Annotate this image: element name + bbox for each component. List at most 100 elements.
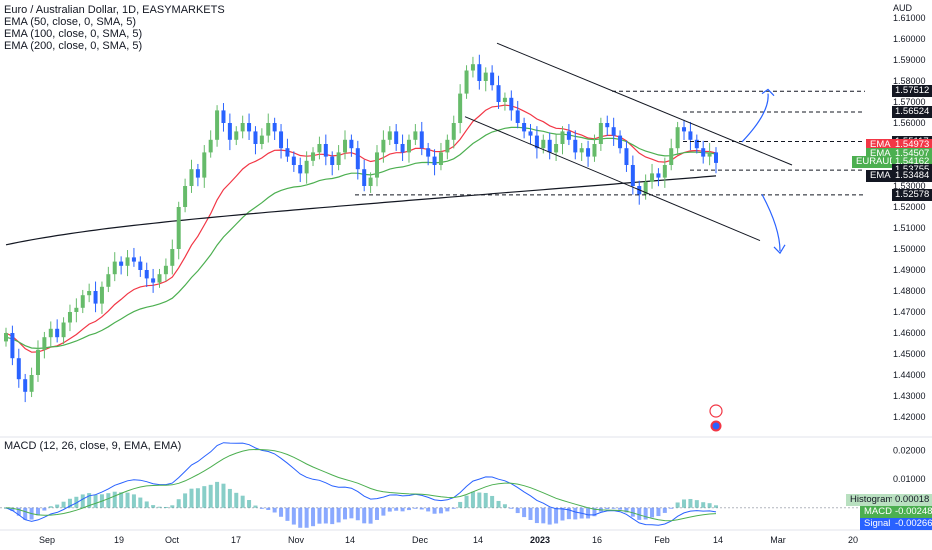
- macd-histogram-bar: [195, 488, 200, 508]
- macd-histogram-bar: [138, 497, 143, 508]
- candle-body: [560, 131, 565, 144]
- date-label: Sep: [39, 535, 55, 545]
- candle-body: [451, 123, 456, 140]
- candle-body: [259, 135, 264, 144]
- macd-histogram-bar: [157, 506, 162, 508]
- candle-body: [662, 165, 667, 178]
- price-tick-label: 1.58000: [893, 76, 926, 86]
- price-tick-label: 1.52000: [893, 202, 926, 212]
- candle-body: [694, 139, 699, 149]
- down-arrow-head: [773, 244, 786, 255]
- candle-body: [176, 207, 181, 249]
- macd-histogram-bar: [483, 492, 488, 508]
- candle-body: [87, 291, 92, 296]
- macd-histogram-bar: [336, 507, 341, 523]
- macd-histogram-bar: [10, 507, 15, 512]
- candle-body: [195, 169, 200, 178]
- candle-body: [406, 139, 411, 153]
- macd-histogram-bar: [394, 507, 399, 511]
- chart-title: Euro / Australian Dollar, 1D, EASYMARKET…: [4, 4, 225, 16]
- candle-body: [240, 123, 245, 132]
- date-label: Mar: [770, 535, 786, 545]
- macd-histogram-bar: [259, 507, 264, 509]
- date-label: 20: [848, 535, 858, 545]
- macd-histogram-bar: [355, 507, 360, 521]
- macd-histogram-bar: [279, 507, 284, 517]
- candle-body: [541, 139, 546, 149]
- macd-histogram-bar: [221, 483, 226, 508]
- macd-histogram-bar: [285, 507, 290, 521]
- candle-body: [189, 169, 194, 186]
- candle-body: [42, 337, 47, 350]
- price-tick-label: 1.60000: [893, 34, 926, 44]
- macd-histogram-bar: [298, 507, 303, 528]
- macd-histogram-bar: [151, 505, 156, 508]
- candle-body: [650, 173, 655, 182]
- macd-histogram-bar: [48, 506, 53, 508]
- candle-body: [419, 131, 424, 149]
- candle-body: [438, 152, 443, 165]
- candle-body: [368, 177, 373, 186]
- macd-histogram-bar: [42, 507, 47, 511]
- macd-histogram-bar: [311, 507, 316, 527]
- candle-body: [605, 123, 610, 128]
- candle-body: [323, 144, 328, 157]
- macd-histogram-bar: [464, 495, 469, 508]
- price-tick-label: 1.47000: [893, 307, 926, 317]
- macd-line: [5, 442, 717, 526]
- candle-body: [285, 148, 290, 157]
- price-tag-value: 1.57512: [892, 85, 932, 98]
- candle-body: [67, 312, 72, 323]
- candle-body: [266, 123, 271, 136]
- macd-histogram-bar: [387, 507, 392, 512]
- macd-histogram-bar: [694, 500, 699, 508]
- macd-histogram-bar: [669, 507, 674, 509]
- price-tag-label: EMA: [866, 138, 895, 151]
- macd-histogram-bar: [618, 507, 623, 510]
- macd-histogram-bar: [163, 506, 168, 508]
- candle-body: [74, 307, 79, 312]
- macd-tag-value: 0.00018: [892, 494, 932, 506]
- candle-body: [330, 156, 335, 165]
- candle-body: [151, 278, 156, 283]
- macd-histogram-bar: [400, 507, 405, 512]
- price-tick-label: 1.53000: [893, 181, 926, 191]
- macd-histogram-bar: [413, 507, 418, 509]
- macd-histogram-bar: [688, 498, 693, 508]
- candle-body: [675, 127, 680, 149]
- up-arrow-head: [761, 88, 775, 97]
- candle-body: [374, 152, 379, 178]
- macd-histogram-bar: [202, 486, 207, 508]
- macd-histogram-bar: [637, 507, 642, 520]
- candle-body: [502, 97, 507, 102]
- price-tag-value: 1.52578: [892, 188, 932, 201]
- candle-body: [477, 64, 482, 81]
- macd-tick-label: 0.02000: [893, 445, 926, 455]
- macd-histogram-bar: [624, 507, 629, 513]
- macd-histogram-bar: [291, 507, 296, 525]
- macd-histogram-bar: [87, 493, 92, 508]
- macd-histogram-bar: [93, 494, 98, 508]
- macd-histogram-bar: [67, 498, 72, 508]
- macd-histogram-bar: [208, 484, 213, 508]
- macd-histogram-bar: [131, 494, 136, 508]
- macd-histogram-bar: [496, 500, 501, 508]
- candle-body: [586, 148, 591, 157]
- candle-body: [35, 349, 40, 375]
- candle-body: [16, 358, 21, 380]
- ema100-legend: EMA (100, close, 0, SMA, 5): [4, 28, 143, 40]
- macd-histogram-bar: [80, 494, 85, 508]
- price-tag-value: 1.56524: [892, 105, 932, 118]
- macd-histogram-bar: [451, 507, 456, 509]
- macd-histogram-bar: [509, 507, 514, 509]
- candle-body: [163, 265, 168, 275]
- price-tag-value: 1.53484: [892, 169, 932, 182]
- macd-tag-label: Signal: [860, 518, 895, 530]
- price-tag-value: 1.54973: [892, 138, 932, 151]
- candle-body: [131, 257, 136, 262]
- candle-body: [630, 165, 635, 186]
- candle-body: [234, 131, 239, 140]
- lower-trendline: [464, 116, 761, 242]
- date-label: 14: [713, 535, 723, 545]
